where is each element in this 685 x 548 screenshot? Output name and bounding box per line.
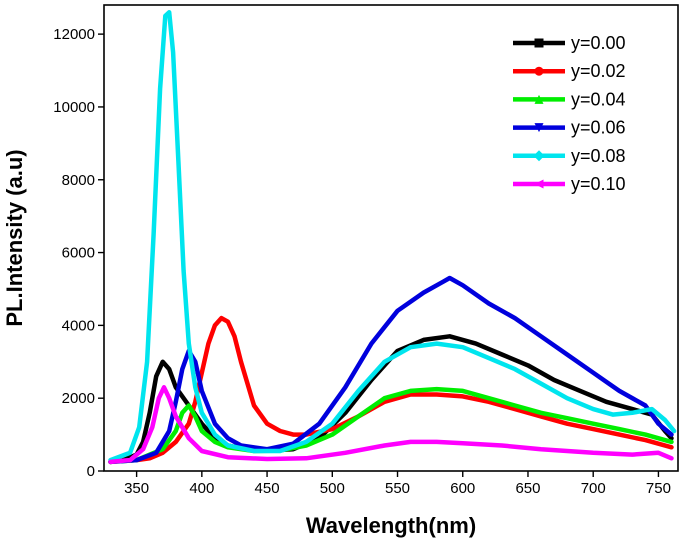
legend-marker-4 [533,150,545,162]
y-axis-title: PL.Intensity (a.u) [2,149,27,326]
legend-label-2: y=0.04 [571,89,626,109]
x-tick-label-450: 450 [255,480,280,497]
legend-marker-1 [534,66,544,76]
axis-layer: 350 400 450 500 550 600 650 700 750 0 2000 4000 6000… [53,26,671,497]
legend-marker-3 [534,123,544,133]
series-line-5 [108,385,674,465]
x-tick-label-600: 600 [450,480,475,497]
y-tick-label-6000: 6000 [62,245,95,262]
y-tick-label-12000: 12000 [53,26,95,43]
x-tick-label-550: 550 [385,480,410,497]
legend-label-4: y=0.08 [571,146,626,166]
series-layer [108,10,677,465]
x-tick-label-650: 650 [515,480,540,497]
x-axis-title: Wavelength(nm) [306,513,476,538]
y-tick-label-4000: 4000 [62,317,95,334]
legend-label-1: y=0.02 [571,61,626,81]
legend-label-0: y=0.00 [571,33,626,53]
y-tick-label-10000: 10000 [53,99,95,116]
series-line-4 [108,10,677,463]
x-tick-label-700: 700 [581,480,606,497]
series-line-1 [108,315,674,465]
x-tick-label-400: 400 [189,480,214,497]
series-line-2 [108,386,674,465]
legend: y=0.00 y=0.02 y=0.04 y=0.06 y=0.08 y=0.10 [513,33,626,194]
legend-marker-2 [534,94,544,104]
y-tick-label-2000: 2000 [62,390,95,407]
plot-frame [103,4,679,472]
legend-marker-0 [534,38,544,48]
legend-label-5: y=0.10 [571,174,626,194]
series-line-3 [108,275,674,465]
x-tick-label-500: 500 [320,480,345,497]
legend-label-3: y=0.06 [571,118,626,138]
y-tick-label-0: 0 [87,463,95,480]
x-tick-label-350: 350 [124,480,149,497]
y-tick-label-8000: 8000 [62,172,95,189]
legend-marker-5 [534,179,544,189]
x-tick-label-750: 750 [646,480,671,497]
